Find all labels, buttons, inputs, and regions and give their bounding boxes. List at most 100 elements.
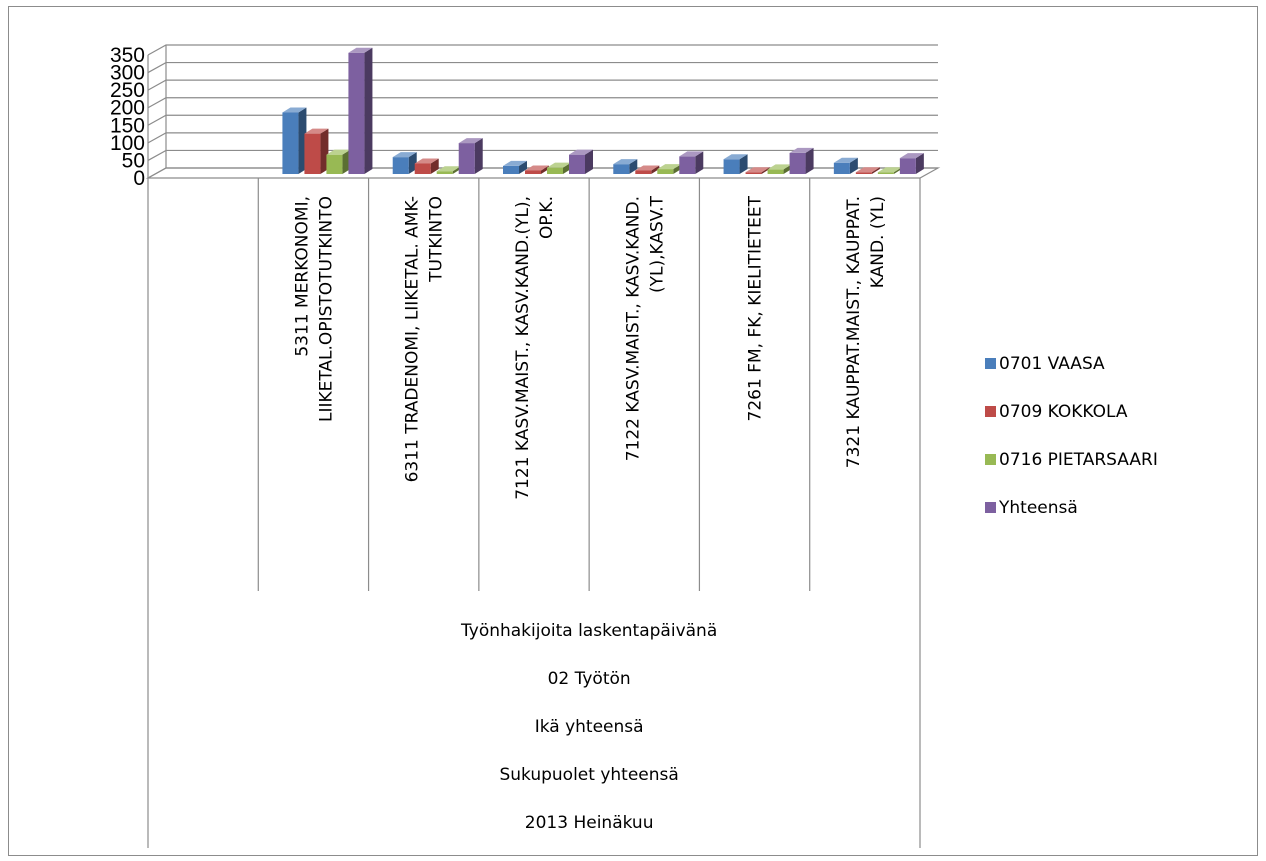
legend-label: 0701 VAASA	[999, 354, 1105, 374]
bar-front	[789, 152, 806, 174]
category-label: LIIKETAL.OPISTOTUTKINTO	[316, 196, 336, 422]
bar	[503, 160, 527, 174]
bar-front	[877, 172, 894, 174]
bar	[833, 157, 858, 174]
bar	[855, 167, 880, 174]
bar-front	[525, 170, 541, 174]
bar-top	[414, 158, 439, 164]
group-label: Ikä yhteensä	[535, 717, 644, 737]
bar-top	[899, 153, 924, 159]
bar-top	[348, 47, 373, 53]
bar-side	[849, 157, 858, 174]
bar-side	[474, 138, 483, 174]
bar-side	[585, 149, 593, 174]
group-labels: Työnhakijoita laskentapäivänä 02 Työtön Ik…	[460, 621, 717, 833]
bar-side	[430, 158, 439, 174]
bar-side	[629, 159, 638, 174]
bar	[899, 153, 924, 174]
bar-top	[657, 164, 682, 170]
category-label: OP.K.	[537, 196, 557, 239]
bar	[392, 152, 417, 174]
gridline	[147, 149, 938, 161]
bar-top	[392, 152, 417, 158]
legend-label: Yhteensä	[998, 498, 1078, 518]
legend-swatch	[985, 358, 996, 369]
legend-swatch	[985, 406, 996, 417]
bar	[282, 107, 307, 174]
gridline	[147, 114, 938, 126]
bars	[282, 47, 924, 174]
gridline	[147, 97, 938, 109]
bar-side	[915, 153, 924, 174]
group-label: Sukupuolet yhteensä	[499, 765, 678, 785]
bar-front	[436, 171, 453, 174]
bar-front	[348, 52, 365, 174]
y-tick-label: 150	[110, 114, 145, 137]
gridline	[147, 44, 938, 56]
category-label: 7261 FM, FK, KIELITIETEET	[746, 195, 766, 421]
bar-front	[547, 167, 563, 174]
bar-front	[745, 172, 762, 174]
bar-side	[364, 47, 373, 174]
bar-side	[651, 165, 660, 174]
bar-top	[789, 147, 814, 153]
gridline	[147, 132, 938, 144]
bar	[304, 128, 329, 174]
category-label: TUTKINTO	[427, 196, 447, 283]
y-tick-label: 200	[110, 97, 145, 120]
bar-front	[613, 164, 630, 174]
bar	[789, 147, 814, 174]
bar	[745, 167, 770, 174]
y-tick-label: 50	[122, 149, 145, 172]
bar-top	[679, 151, 704, 157]
bar-front	[392, 157, 409, 174]
group-label: Työnhakijoita laskentapäivänä	[460, 621, 717, 641]
bar	[348, 47, 373, 174]
bar-top	[547, 162, 571, 168]
bar-side	[695, 151, 704, 174]
y-tick-label: 0	[133, 167, 145, 190]
bar-side	[739, 154, 748, 174]
bar-front	[635, 170, 652, 174]
bar	[326, 149, 351, 174]
bar-top	[304, 128, 329, 134]
bar-top	[767, 164, 792, 170]
bar-front	[304, 133, 321, 174]
bar	[613, 159, 638, 174]
bar-top	[282, 107, 307, 113]
category-labels: 5311 MERKONOMI, LIIKETAL.OPISTOTUTKINTO 63…	[292, 195, 887, 499]
bar-side	[541, 165, 549, 174]
bar-top	[745, 167, 770, 173]
bar	[635, 165, 660, 174]
category-label: 7121 KASV.MAIST., KASV.KAND.(YL),	[513, 196, 533, 500]
bar-side	[761, 167, 770, 174]
gridline	[147, 61, 938, 74]
legend-swatch	[985, 502, 996, 513]
bar-side	[871, 167, 880, 174]
bar	[458, 138, 483, 174]
bar-top	[855, 167, 880, 173]
category-label: 5311 MERKONOMI,	[292, 196, 312, 357]
bar-top	[635, 165, 660, 171]
bar-top	[833, 157, 858, 163]
bar-top	[723, 154, 748, 160]
bar-front	[657, 169, 674, 174]
bar-top	[877, 167, 902, 173]
bar-front	[282, 112, 299, 174]
bar	[569, 149, 593, 174]
group-label: 2013 Heinäkuu	[525, 813, 654, 833]
bar-front	[855, 172, 872, 174]
bar-front	[833, 162, 850, 174]
legend: 0701 VAASA 0709 KOKKOLA 0716 PIETARSAARI Yh…	[985, 354, 1158, 518]
bar	[679, 151, 704, 174]
bar-top	[503, 160, 527, 166]
bar-top	[525, 165, 549, 171]
chart-frame	[8, 6, 1258, 856]
bar-front	[326, 154, 343, 174]
y-tick-label: 100	[110, 132, 145, 155]
legend-swatch	[985, 454, 996, 465]
bar-top	[613, 159, 638, 165]
group-label: 02 Työtön	[548, 669, 631, 689]
bar	[414, 158, 439, 174]
